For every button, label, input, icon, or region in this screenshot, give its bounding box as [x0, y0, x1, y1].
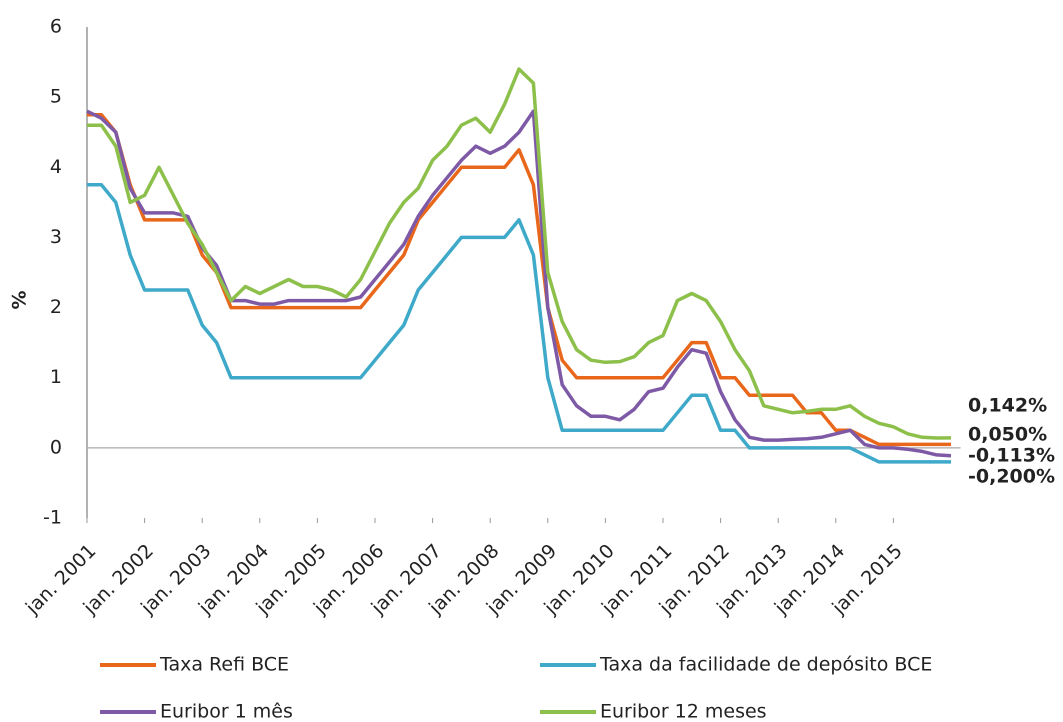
legend-label: Euribor 12 meses [600, 701, 767, 722]
series-line [87, 112, 951, 447]
end-label: 0,050% [968, 423, 1047, 445]
legend-label: Taxa da facilidade de depósito BCE [599, 654, 932, 676]
y-tick-label: 4 [50, 156, 62, 178]
end-label: -0,113% [968, 444, 1055, 466]
series-line [87, 67, 952, 440]
end-label: 0,142% [968, 394, 1047, 416]
series-line [87, 183, 951, 464]
y-axis-label: % [9, 290, 31, 309]
y-tick-label: 1 [50, 366, 62, 388]
y-tick-label: 6 [50, 16, 62, 38]
y-tick-label: 0 [50, 436, 62, 458]
end-label: -0,200% [968, 465, 1055, 487]
legend-label: Taxa Refi BCE [159, 654, 289, 676]
legend-label: Euribor 1 mês [160, 701, 293, 722]
y-tick-label: 3 [50, 226, 62, 248]
y-tick-label: -1 [43, 507, 62, 529]
y-tick-label: 5 [50, 86, 62, 108]
y-tick-label: 2 [50, 296, 62, 318]
series-line [86, 109, 952, 458]
